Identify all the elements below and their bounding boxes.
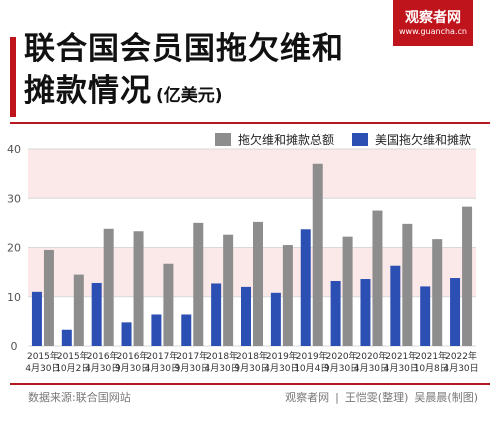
bar-total-6	[223, 234, 234, 346]
brand-logo: 观察者网 www.guancha.cn	[393, 0, 473, 46]
bar-total-11	[372, 210, 383, 346]
grid-band-0	[28, 149, 476, 199]
bar-us-8	[270, 292, 281, 346]
bar-total-0	[43, 249, 54, 346]
bar-total-14	[462, 206, 473, 346]
bar-us-11	[360, 279, 371, 346]
x-tick-year-0: 2015年	[27, 350, 59, 362]
credit-publisher: 观察者网	[285, 391, 330, 404]
x-tick-date-14: 4月30日	[443, 363, 478, 374]
y-tick-label-0: 0	[11, 340, 18, 353]
page-title: 联合国会员国拖欠维和摊款情况 (亿美元)	[24, 28, 364, 117]
bar-total-5	[193, 222, 204, 346]
bar-us-6	[211, 283, 222, 346]
bar-us-2	[91, 282, 102, 346]
legend-item-total: 拖欠维和摊款总额	[215, 131, 334, 148]
x-tick-year-12: 2021年	[385, 350, 417, 362]
bottom-divider	[10, 383, 490, 385]
x-tick-year-5: 2017年	[176, 350, 208, 362]
x-tick-date-3: 9月30日	[115, 363, 150, 374]
x-tick-year-10: 2020年	[326, 350, 358, 362]
x-tick-year-2: 2016年	[87, 350, 119, 362]
legend-swatch-us	[352, 133, 369, 146]
bar-us-12	[390, 265, 401, 346]
legend-item-us: 美国拖欠维和摊款	[352, 131, 471, 148]
brand-site: www.guancha.cn	[399, 27, 467, 36]
x-tick-year-14: 2022年	[445, 350, 477, 362]
bar-total-7	[253, 221, 263, 346]
bar-us-1	[61, 329, 72, 346]
bar-total-1	[73, 274, 84, 346]
credit-separator: |	[335, 391, 339, 404]
bar-total-9	[312, 163, 323, 346]
x-tick-year-13: 2021年	[415, 350, 447, 362]
x-tick-date-13: 10月8日	[414, 363, 449, 374]
x-tick-date-4: 4月30日	[145, 363, 180, 374]
x-tick-date-12: 4月30日	[384, 363, 419, 374]
title-accent-bar	[10, 37, 16, 117]
y-tick-label-10: 10	[7, 291, 21, 304]
x-tick-date-0: 4月30日	[25, 363, 60, 374]
bar-total-13	[432, 239, 443, 346]
y-tick-label-20: 20	[7, 242, 21, 255]
credit-designer: 吴晨晨(制图)	[414, 391, 478, 404]
title-text: 联合国会员国拖欠维和摊款情况	[24, 31, 344, 109]
bar-us-13	[420, 286, 431, 346]
brand-name: 观察者网	[405, 10, 461, 26]
bar-us-5	[181, 314, 192, 346]
x-tick-date-9: 10月4日	[294, 363, 329, 374]
credits: 观察者网 | 王恺雯(整理) 吴晨晨(制图)	[285, 389, 478, 405]
bar-total-10	[342, 236, 353, 346]
bar-us-9	[300, 229, 311, 346]
bar-us-4	[151, 314, 162, 346]
bar-total-4	[163, 263, 174, 346]
legend-label-total: 拖欠维和摊款总额	[238, 133, 335, 147]
x-tick-date-6: 4月30日	[205, 363, 240, 374]
credit-editor: 王恺雯(整理)	[344, 391, 409, 404]
bar-total-8	[282, 245, 293, 346]
x-tick-year-6: 2018年	[206, 350, 238, 362]
bar-us-0	[31, 291, 42, 346]
x-tick-date-2: 4月30日	[85, 363, 120, 374]
x-tick-date-10: 9月30日	[324, 363, 359, 374]
bar-us-3	[121, 322, 132, 346]
x-tick-year-11: 2020年	[356, 350, 388, 362]
x-tick-date-11: 4月30日	[354, 363, 389, 374]
x-tick-year-7: 2018年	[236, 350, 268, 362]
bar-us-10	[330, 280, 341, 346]
x-tick-year-9: 2019年	[296, 350, 328, 362]
x-tick-year-1: 2015年	[57, 350, 89, 362]
x-tick-year-8: 2019年	[266, 350, 298, 362]
grid-band-1	[28, 247, 476, 297]
bar-total-2	[103, 228, 114, 346]
bar-total-3	[133, 231, 144, 346]
x-tick-date-1: 10月2日	[55, 363, 90, 374]
x-tick-date-8: 4月30日	[264, 363, 299, 374]
bar-us-7	[241, 286, 251, 346]
x-tick-date-7: 9月30日	[234, 363, 269, 374]
data-source: 数据来源:联合国网站	[28, 391, 131, 404]
x-tick-date-5: 9月30日	[175, 363, 210, 374]
bar-total-12	[402, 223, 413, 346]
bar-us-14	[450, 278, 461, 346]
x-tick-year-4: 2017年	[146, 350, 178, 362]
chart-legend: 拖欠维和摊款总额 美国拖欠维和摊款	[215, 131, 471, 148]
x-tick-year-3: 2016年	[117, 350, 149, 362]
legend-swatch-total	[215, 133, 231, 146]
top-divider	[10, 122, 490, 124]
unit-label: (亿美元)	[156, 86, 223, 106]
y-tick-label-40: 40	[7, 143, 21, 156]
y-tick-label-30: 30	[7, 192, 21, 205]
legend-label-us: 美国拖欠维和摊款	[375, 133, 472, 147]
